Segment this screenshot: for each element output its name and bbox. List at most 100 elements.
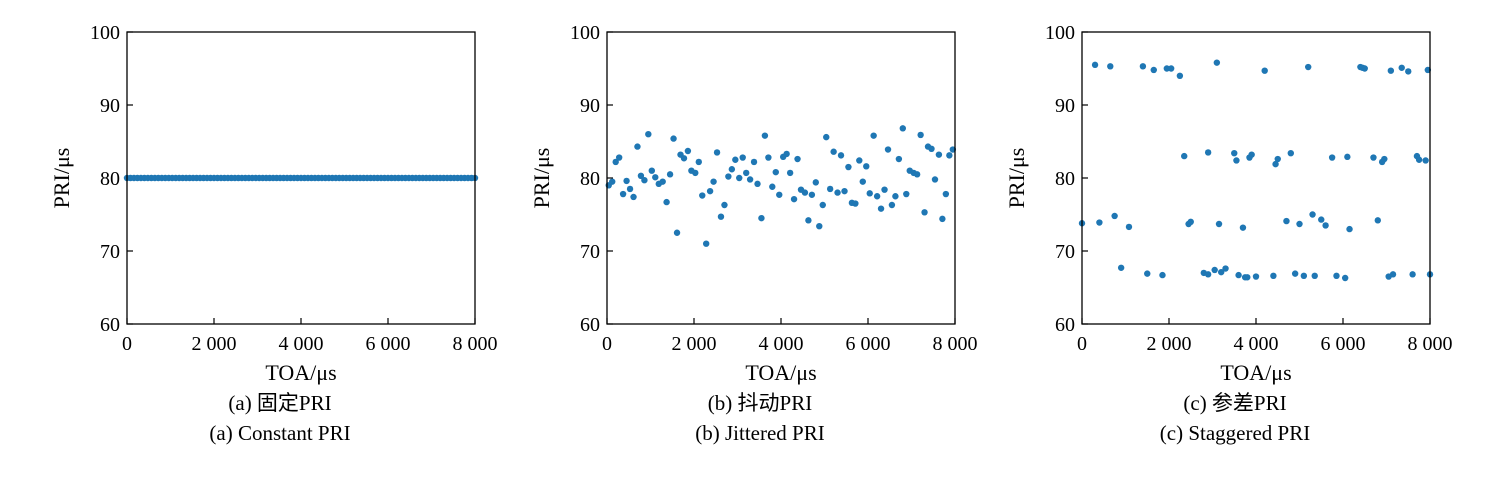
data-point-c [1096, 219, 1103, 226]
data-point-c [1381, 155, 1388, 163]
data-point-c [1398, 64, 1405, 71]
y-tick-label: 60 [1055, 314, 1075, 336]
x-tick-label: 8 000 [453, 333, 498, 355]
data-point-b [859, 178, 866, 185]
x-tick-label: 4 000 [759, 333, 804, 355]
y-axis-label: PRI/μs [49, 148, 74, 209]
data-point-b [863, 163, 870, 170]
data-point-b [921, 209, 928, 216]
plot-frame [126, 31, 476, 325]
data-point-c [1300, 272, 1308, 280]
data-point-c [1091, 61, 1099, 69]
data-point-b [615, 154, 623, 161]
y-tick-label: 100 [1045, 22, 1075, 44]
x-tick-label: 2 000 [1147, 333, 1192, 355]
chart-panel-b: 60 70 80 90 100 0 2 000 4 000 6 000 8 000 TOA/μs PR… [520, 0, 1000, 483]
data-point-c [1333, 272, 1340, 280]
data-point-c [1387, 67, 1395, 74]
data-point-b [725, 173, 732, 180]
y-tick-label: 60 [580, 314, 600, 336]
data-point-b [834, 189, 841, 196]
x-tick-label: 0 [122, 333, 132, 355]
scatter-chart-b: 60 70 80 90 100 0 2 000 4 000 6 000 8 000 TOA/μs PR… [529, 22, 978, 385]
data-point-b [946, 152, 953, 159]
data-point-b [699, 192, 706, 199]
data-point-b [739, 154, 746, 161]
data-point-c [1344, 153, 1351, 161]
data-point-c [1125, 223, 1133, 231]
y-tick-label: 100 [570, 22, 600, 44]
data-point-c [1239, 224, 1247, 231]
x-tick-label: 6 000 [366, 333, 411, 355]
caption-zh-a: (a) 固定PRI [228, 391, 332, 415]
data-point-c [1107, 63, 1114, 70]
data-point-b [626, 185, 634, 193]
data-point-c [1252, 273, 1260, 280]
plot-frame [606, 31, 956, 325]
data-point-c [1287, 149, 1294, 157]
data-point-c [1181, 152, 1188, 160]
x-tick-label: 2 000 [192, 333, 237, 355]
data-point-c [1405, 68, 1412, 75]
data-point-c [1215, 220, 1223, 228]
data-point-c [1213, 59, 1221, 66]
data-point-b [841, 187, 848, 195]
data-point-c [1244, 274, 1251, 281]
data-point-b [881, 186, 888, 193]
data-point-b [612, 158, 619, 166]
data-point-b [728, 166, 736, 173]
y-axis-label: PRI/μs [529, 148, 554, 209]
data-point-b [790, 195, 798, 203]
data-point-c [1309, 211, 1316, 218]
data-point-c [1272, 160, 1279, 168]
data-point-b [873, 193, 881, 200]
data-point-b [680, 155, 688, 162]
data-point-b [928, 145, 935, 152]
x-axis-label: TOA/μs [265, 360, 336, 385]
data-point-c [1233, 157, 1240, 164]
data-point-b [892, 193, 899, 200]
data-point-b [623, 177, 630, 185]
chart-panel-c: 60 70 80 90 100 0 2 000 4 000 6 000 8 000 TOA/μs PR… [995, 0, 1475, 483]
x-tick-label: 4 000 [279, 333, 324, 355]
data-point-c [1274, 155, 1281, 163]
data-point-b [870, 132, 877, 139]
y-tick-label: 70 [100, 241, 120, 263]
data-point-b [750, 158, 758, 166]
data-point-c [1328, 154, 1336, 161]
data-point-b [884, 146, 892, 153]
data-point-b [939, 215, 946, 223]
x-tick-label: 6 000 [1321, 333, 1366, 355]
data-point-b [895, 155, 903, 163]
data-point-c [1218, 268, 1225, 276]
data-point-b [695, 158, 702, 166]
caption-en-b: (b) Jittered PRI [695, 421, 825, 445]
data-point-b [684, 147, 692, 155]
data-point-c [1117, 264, 1125, 271]
data-point-b [645, 131, 652, 138]
x-tick-label: 0 [1077, 333, 1087, 355]
data-point-b [852, 200, 859, 207]
data-point-b [754, 180, 761, 188]
data-point-c [1139, 63, 1147, 70]
data-point-c [1222, 265, 1229, 272]
data-point-b [743, 169, 750, 177]
data-point-b [917, 131, 924, 139]
data-point-b [935, 151, 943, 158]
y-tick-label: 70 [580, 241, 600, 263]
data-point-b [812, 179, 819, 186]
data-point-b [866, 190, 873, 197]
data-point-c [1346, 225, 1353, 233]
data-point-b [619, 190, 627, 198]
data-point-c [1296, 220, 1303, 228]
data-point-c [1204, 149, 1212, 156]
scatter-chart-c: 60 70 80 90 100 0 2 000 4 000 6 000 8 000 TOA/μs PR… [1004, 22, 1453, 385]
data-point-b [913, 171, 921, 178]
data-point-c [1270, 272, 1277, 280]
data-point-c [1187, 218, 1194, 225]
data-point-c [1374, 217, 1381, 224]
data-point-b [732, 156, 739, 163]
data-point-b [877, 205, 885, 212]
y-axis-label: PRI/μs [1004, 148, 1029, 209]
data-point-b [710, 178, 717, 185]
